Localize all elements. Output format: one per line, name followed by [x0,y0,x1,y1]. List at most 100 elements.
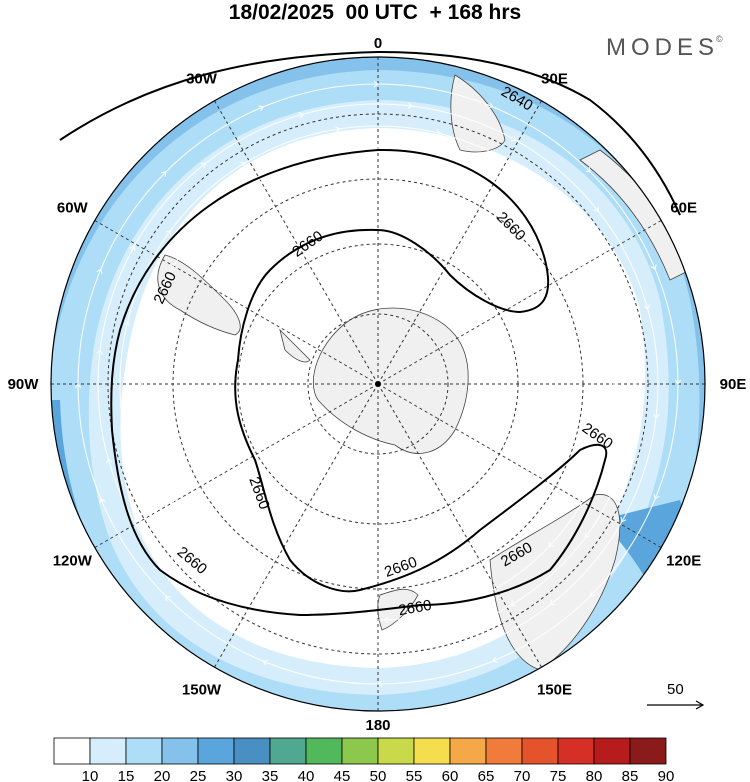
colorbar-swatch [305,737,343,765]
colorbar-tick-label: 20 [154,768,171,782]
landmasses [157,74,691,671]
colorbar-tick-label: 75 [550,768,567,782]
colorbar-tick-label: 30 [226,768,243,782]
streamline-arrow [435,129,442,136]
streamline-arrow [510,135,517,142]
streamline-arrow [258,105,265,112]
streamline-arrow [99,497,106,504]
longitude-label: 30W [186,70,218,87]
streamline-arrow [674,379,682,385]
south-america [157,254,241,336]
colorbar-tick-label: 70 [514,768,531,782]
longitude-label: 150W [182,682,222,699]
colorbar-tick-label: 55 [406,768,423,782]
antarctic-peninsula [279,328,311,363]
colorbar-tick-label: 25 [190,768,207,782]
streamline-arrow [240,161,246,168]
colorbar-tick-label: 40 [298,768,315,782]
streamline-arrow [415,635,421,642]
longitude-label: 90W [8,376,40,393]
streamline-arrow [487,102,494,109]
streamline-arrow [589,591,595,597]
longitude-label: 120E [666,553,701,570]
streamline [141,147,615,621]
meridian-line [214,100,379,385]
colorbar-tick-label: 65 [478,768,495,782]
reference-vector-arrowhead [695,700,705,710]
streamline-arrow [106,457,113,464]
longitude-label: 180 [365,717,390,734]
streamline-arrow [292,602,299,609]
streamline-arrow [593,206,600,213]
longitude-label: 90E [720,376,747,393]
streamline-arrow [451,649,458,656]
streamline-arrow [510,600,516,607]
colorbar-swatch [629,737,667,765]
wind-streamlines [74,80,682,688]
streamline-arrow [200,162,207,169]
streamline-arrow [161,171,167,177]
colorbar-swatch [557,737,595,765]
meridian-line [377,100,542,385]
streamline [119,125,637,643]
streamline-arrow [262,659,269,666]
colorbar-swatch [269,737,307,765]
colorbar-tick-label: 50 [370,768,387,782]
reference-vector-key: 50 [647,681,705,710]
streamline-arrow [120,421,127,427]
logo-text: MODES [606,34,720,61]
colorbar-swatch [593,737,631,765]
streamline-arrow [96,268,103,275]
colorbar-swatch [449,737,487,765]
colorbar-swatch [197,737,235,765]
colorbar-tick-label: 10 [82,768,99,782]
colorbar-tick-label: 35 [262,768,279,782]
meridian-line [377,383,542,668]
height-contours [59,50,681,617]
streamline-arrow [377,680,383,688]
streamline-arrow [643,304,650,311]
contour-2660 [110,148,608,617]
streamline-arrow [383,616,389,624]
streamline-arrow [239,626,246,633]
meridian-line [377,220,662,385]
streamline [97,103,659,665]
streamline-arrow [155,516,162,522]
streamline-arrow [342,659,349,666]
longitude-label: 30E [541,70,568,87]
colorbar-swatch [125,737,163,765]
streamline-arrow [491,656,498,663]
longitude-label: 150E [537,682,572,699]
meridian-line [94,220,379,385]
longitude-label: 60E [670,200,697,217]
longitude-label: 0 [374,35,382,52]
streamline-arrow [594,246,601,252]
graticule [51,57,705,711]
streamline-arrow [298,112,305,119]
streamline-arrow [584,532,591,539]
streamline-arrow [96,348,103,355]
streamline-arrow [156,555,163,562]
colorbar-swatch [53,737,91,765]
colorbar-swatch [89,737,127,765]
streamline-arrow [123,320,130,327]
streamline-arrow [129,245,136,252]
latitude-circle [307,313,449,455]
streamline-arrow [549,599,556,606]
streamline-arrow [407,102,414,109]
contour-label: 2660 [397,597,433,620]
logo-copyright-mark: © [716,34,723,44]
colorbar-swatch [485,737,523,765]
colorbar-tick-label: 80 [586,768,603,782]
colorbar-swatch [413,737,451,765]
streamline-arrow [629,341,636,347]
reference-vector-label: 50 [667,681,684,698]
map-title: 18/02/2025 00 UTC + 168 hrs [228,1,522,24]
streamline-arrow [214,554,221,561]
streamline-arrow [165,595,171,601]
streamline-arrow [620,516,627,523]
streamline-arrow [589,283,596,289]
meridian-line [94,383,379,548]
shade-band-strong-west [51,400,120,620]
